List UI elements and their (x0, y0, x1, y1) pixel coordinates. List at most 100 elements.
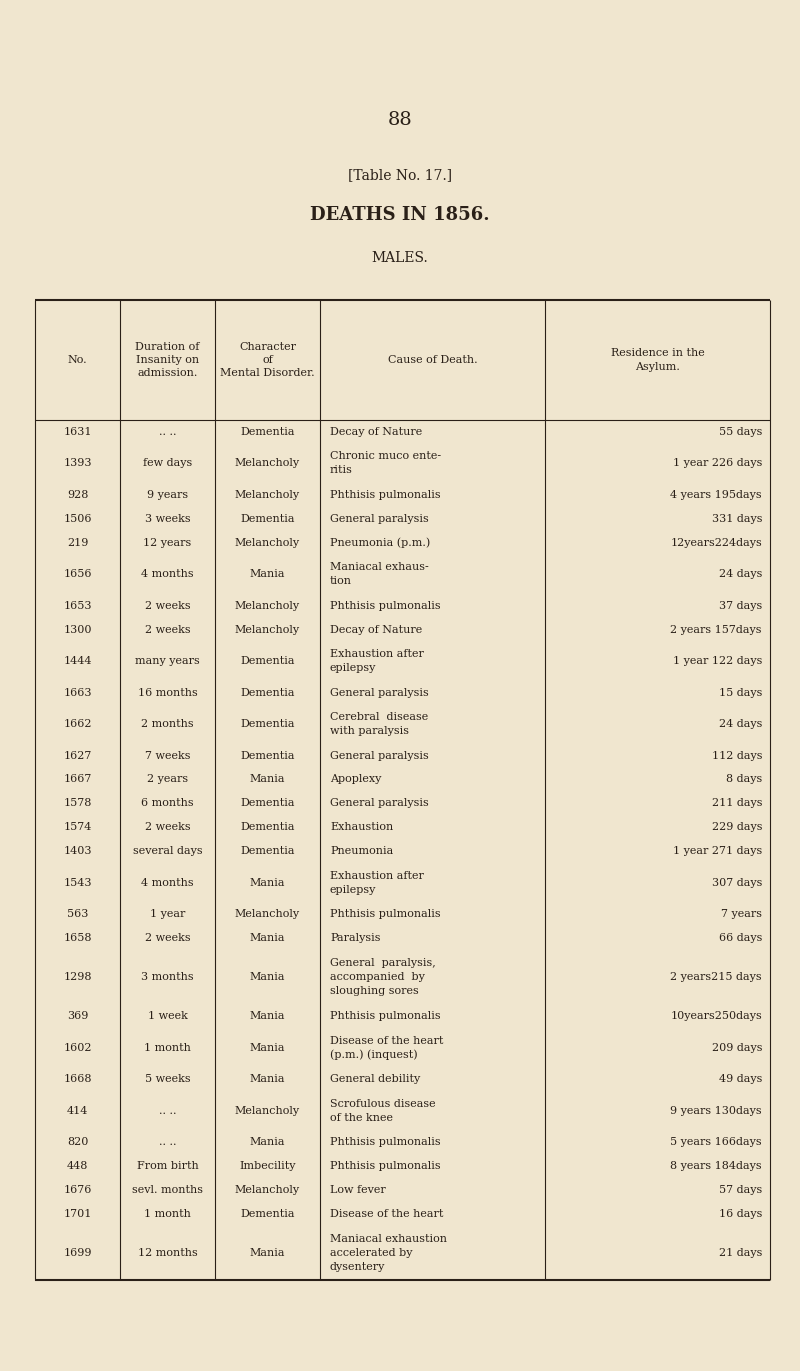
Text: Phthisis pulmonalis: Phthisis pulmonalis (330, 600, 441, 610)
Text: 563: 563 (67, 909, 88, 919)
Text: 219: 219 (67, 537, 88, 547)
Text: 1 year 226 days: 1 year 226 days (673, 458, 762, 469)
Text: 307 days: 307 days (712, 877, 762, 887)
Text: 112 days: 112 days (711, 750, 762, 761)
Text: Dementia: Dementia (240, 718, 294, 729)
Text: Dementia: Dementia (240, 846, 294, 856)
Text: 1701: 1701 (63, 1209, 92, 1219)
Text: of the knee: of the knee (330, 1113, 393, 1123)
Text: sloughing sores: sloughing sores (330, 986, 418, 997)
Text: 1393: 1393 (63, 458, 92, 469)
Text: Dementia: Dementia (240, 750, 294, 761)
Text: Mania: Mania (250, 775, 286, 784)
Text: 12 years: 12 years (143, 537, 192, 547)
Text: Melancholy: Melancholy (235, 1105, 300, 1116)
Text: epilepsy: epilepsy (330, 664, 376, 673)
Text: Dementia: Dementia (240, 687, 294, 698)
Text: 8 days: 8 days (726, 775, 762, 784)
Text: Cerebral  disease: Cerebral disease (330, 712, 428, 723)
Text: General paralysis: General paralysis (330, 798, 429, 809)
Text: 1699: 1699 (63, 1248, 92, 1257)
Text: several days: several days (133, 846, 202, 856)
Text: 1298: 1298 (63, 972, 92, 982)
Text: No.: No. (68, 355, 87, 365)
Text: with paralysis: with paralysis (330, 727, 409, 736)
Text: 37 days: 37 days (718, 600, 762, 610)
Text: 3 months: 3 months (141, 972, 194, 982)
Text: 1668: 1668 (63, 1073, 92, 1084)
Text: 2 weeks: 2 weeks (145, 932, 190, 943)
Text: 88: 88 (388, 111, 412, 129)
Text: few days: few days (143, 458, 192, 469)
Text: 1578: 1578 (63, 798, 92, 809)
Text: Dementia: Dementia (240, 426, 294, 437)
Text: 1403: 1403 (63, 846, 92, 856)
Text: 1631: 1631 (63, 426, 92, 437)
Text: Melancholy: Melancholy (235, 909, 300, 919)
Text: 820: 820 (67, 1137, 88, 1148)
Text: General paralysis: General paralysis (330, 750, 429, 761)
Text: tion: tion (330, 576, 352, 587)
Text: Phthisis pulmonalis: Phthisis pulmonalis (330, 489, 441, 500)
Text: 229 days: 229 days (711, 823, 762, 832)
Text: Residence in the
Asylum.: Residence in the Asylum. (610, 348, 704, 372)
Text: 55 days: 55 days (718, 426, 762, 437)
Text: Mania: Mania (250, 1073, 286, 1084)
Text: Dementia: Dementia (240, 798, 294, 809)
Text: 414: 414 (67, 1105, 88, 1116)
Text: many years: many years (135, 657, 200, 666)
Text: Melancholy: Melancholy (235, 458, 300, 469)
Text: accompanied  by: accompanied by (330, 972, 425, 982)
Text: General paralysis: General paralysis (330, 514, 429, 524)
Text: Exhaustion after: Exhaustion after (330, 648, 424, 659)
Text: 928: 928 (67, 489, 88, 500)
Text: Dementia: Dementia (240, 514, 294, 524)
Text: 9 years 130days: 9 years 130days (670, 1105, 762, 1116)
Text: 16 days: 16 days (718, 1209, 762, 1219)
Text: 2 years 157days: 2 years 157days (670, 625, 762, 635)
Text: Chronic muco ente-: Chronic muco ente- (330, 451, 441, 462)
Text: accelerated by: accelerated by (330, 1248, 413, 1257)
Text: 1 year: 1 year (150, 909, 185, 919)
Text: Melancholy: Melancholy (235, 1185, 300, 1196)
Text: Melancholy: Melancholy (235, 537, 300, 547)
Text: 4 years 195days: 4 years 195days (670, 489, 762, 500)
Text: Apoplexy: Apoplexy (330, 775, 382, 784)
Text: Maniacal exhaus-: Maniacal exhaus- (330, 562, 429, 572)
Text: Cause of Death.: Cause of Death. (388, 355, 478, 365)
Text: 448: 448 (67, 1161, 88, 1171)
Text: DEATHS IN 1856.: DEATHS IN 1856. (310, 206, 490, 223)
Text: 16 months: 16 months (138, 687, 198, 698)
Text: 1574: 1574 (63, 823, 92, 832)
Text: Mania: Mania (250, 1042, 286, 1053)
Text: General debility: General debility (330, 1073, 420, 1084)
Text: 2 weeks: 2 weeks (145, 625, 190, 635)
Text: Exhaustion: Exhaustion (330, 823, 394, 832)
Text: (p.m.) (inquest): (p.m.) (inquest) (330, 1049, 418, 1060)
Text: Pneumonia: Pneumonia (330, 846, 394, 856)
Text: From birth: From birth (137, 1161, 198, 1171)
Text: 1676: 1676 (63, 1185, 92, 1196)
Text: 1663: 1663 (63, 687, 92, 698)
Text: 9 years: 9 years (147, 489, 188, 500)
Text: 2 years215 days: 2 years215 days (670, 972, 762, 982)
Text: 211 days: 211 days (711, 798, 762, 809)
Text: Phthisis pulmonalis: Phthisis pulmonalis (330, 1137, 441, 1148)
Text: sevl. months: sevl. months (132, 1185, 203, 1196)
Text: 1667: 1667 (63, 775, 92, 784)
Text: 21 days: 21 days (718, 1248, 762, 1257)
Text: [Table No. 17.]: [Table No. 17.] (348, 169, 452, 182)
Text: Imbecility: Imbecility (239, 1161, 296, 1171)
Text: Character
of
Mental Disorder.: Character of Mental Disorder. (220, 341, 315, 378)
Text: 2 years: 2 years (147, 775, 188, 784)
Text: Melancholy: Melancholy (235, 600, 300, 610)
Text: 4 months: 4 months (141, 569, 194, 579)
Text: Mania: Mania (250, 569, 286, 579)
Text: 66 days: 66 days (718, 932, 762, 943)
Text: MALES.: MALES. (372, 251, 428, 265)
Text: Paralysis: Paralysis (330, 932, 381, 943)
Text: Scrofulous disease: Scrofulous disease (330, 1098, 436, 1109)
Text: 369: 369 (67, 1012, 88, 1021)
Text: Disease of the heart: Disease of the heart (330, 1209, 443, 1219)
Text: 7 weeks: 7 weeks (145, 750, 190, 761)
